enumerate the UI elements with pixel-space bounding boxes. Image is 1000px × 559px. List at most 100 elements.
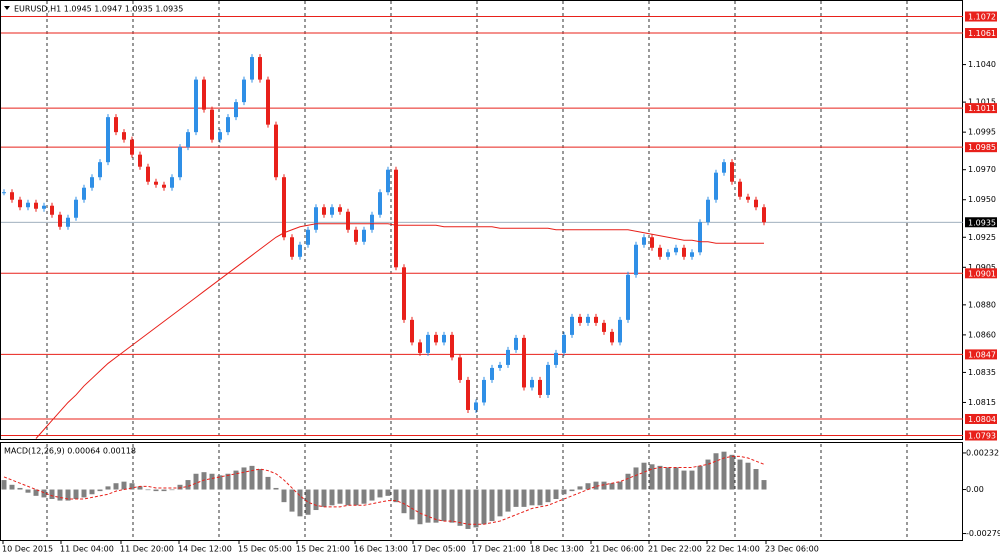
level-label: 1.0847 bbox=[968, 350, 996, 359]
candle-body bbox=[578, 316, 582, 323]
macd-bar bbox=[233, 470, 239, 490]
candle-body bbox=[674, 247, 678, 253]
macd-bar bbox=[401, 489, 407, 514]
level-label: 1.1072 bbox=[968, 13, 996, 22]
macd-bar bbox=[209, 473, 215, 490]
chart-title: EURUSD,H1 1.0945 1.0947 1.0935 1.0935 bbox=[14, 5, 183, 14]
y-tick-label: 1.0880 bbox=[968, 300, 996, 309]
vertical-grid bbox=[46, 1, 908, 540]
x-tick-label: 21 Dec 06:00 bbox=[590, 545, 644, 554]
macd-bar bbox=[313, 489, 319, 511]
macd-bar bbox=[649, 464, 655, 490]
candle-body bbox=[706, 199, 710, 223]
macd-panel-frame bbox=[0, 442, 963, 541]
level-label-box bbox=[965, 28, 997, 39]
macd-bar bbox=[185, 480, 191, 490]
macd-bar bbox=[17, 487, 23, 490]
macd-bar bbox=[1, 480, 7, 490]
candle-body bbox=[658, 247, 662, 257]
macd-bar bbox=[105, 486, 111, 490]
macd-bar bbox=[393, 489, 399, 503]
moving-average bbox=[35, 223, 764, 439]
candle-body bbox=[362, 229, 366, 242]
macd-bar bbox=[177, 484, 183, 490]
macd-bar bbox=[601, 481, 607, 490]
candle-body bbox=[442, 334, 446, 343]
candle-body bbox=[602, 322, 606, 332]
macd-bar bbox=[625, 473, 631, 490]
macd-bar bbox=[545, 489, 551, 503]
macd-bar bbox=[113, 483, 119, 490]
macd-bar bbox=[217, 475, 223, 490]
candle-body bbox=[474, 402, 478, 410]
macd-bar bbox=[409, 489, 415, 520]
candle-body bbox=[210, 109, 214, 140]
candle-body bbox=[138, 154, 142, 167]
macd-bar bbox=[337, 489, 343, 504]
macd-bar bbox=[121, 481, 127, 490]
candle-body bbox=[714, 172, 718, 200]
level-label-box bbox=[965, 11, 997, 22]
candle-body bbox=[90, 177, 94, 188]
macd-bar bbox=[457, 489, 463, 526]
candle-body bbox=[618, 319, 622, 343]
candle-body bbox=[522, 337, 526, 388]
level-label-box bbox=[965, 349, 997, 360]
candle-body bbox=[26, 202, 30, 208]
macd-bar bbox=[289, 489, 295, 512]
macd-signal-line bbox=[3, 455, 765, 525]
candle-body bbox=[370, 214, 374, 230]
macd-bar bbox=[489, 489, 495, 522]
candle-body bbox=[354, 229, 358, 242]
candle-body bbox=[346, 211, 350, 230]
macd-bar bbox=[41, 489, 47, 498]
macd-bar bbox=[737, 459, 743, 490]
x-tick-label: 15 Dec 05:00 bbox=[238, 545, 292, 554]
current-price-box bbox=[965, 217, 997, 228]
candle-body bbox=[10, 192, 14, 200]
x-tick-label: 21 Dec 22:00 bbox=[648, 545, 702, 554]
candle-body bbox=[538, 379, 542, 395]
level-label-box bbox=[965, 430, 997, 441]
macd-bar bbox=[473, 489, 479, 528]
macd-bar bbox=[97, 489, 103, 492]
candle-body bbox=[258, 57, 262, 80]
candle-body bbox=[458, 357, 462, 380]
candle-body bbox=[122, 132, 126, 140]
macd-bar bbox=[433, 489, 439, 523]
macd-bar bbox=[305, 489, 311, 515]
level-label: 1.1011 bbox=[968, 104, 996, 113]
candle-body bbox=[586, 316, 590, 323]
x-tick-label: 11 Dec 04:00 bbox=[60, 545, 114, 554]
macd-bar bbox=[273, 487, 279, 490]
y-tick-label: 1.0815 bbox=[968, 398, 996, 407]
macd-bar bbox=[553, 489, 559, 499]
macd-bar bbox=[593, 481, 599, 490]
macd-bar bbox=[345, 489, 351, 506]
macd-bar bbox=[321, 489, 327, 507]
macd-bar bbox=[81, 489, 87, 498]
macd-bar bbox=[241, 467, 247, 490]
macd-bar bbox=[537, 489, 543, 506]
candle-body bbox=[418, 342, 422, 353]
macd-bar bbox=[697, 465, 703, 490]
candle-body bbox=[378, 192, 382, 215]
candle-body bbox=[634, 244, 638, 275]
x-tick-label: 23 Dec 06:00 bbox=[765, 545, 819, 554]
candle-body bbox=[250, 57, 254, 80]
candle-body bbox=[274, 124, 278, 178]
macd-bar bbox=[89, 489, 95, 495]
candle-body bbox=[314, 207, 318, 230]
x-tick-label: 17 Dec 05:00 bbox=[412, 545, 466, 554]
candle-body bbox=[498, 364, 502, 368]
macd-bar bbox=[705, 459, 711, 490]
x-tick-label: 17 Dec 21:00 bbox=[472, 545, 526, 554]
candle-body bbox=[106, 117, 110, 163]
candle-body bbox=[762, 207, 766, 223]
y-tick-label: 1.1015 bbox=[968, 98, 996, 107]
macd-bar bbox=[25, 489, 31, 493]
macd-bar bbox=[657, 465, 663, 490]
candle-body bbox=[698, 222, 702, 253]
macd-bar bbox=[713, 453, 719, 490]
x-tick-label: 16 Dec 13:00 bbox=[354, 545, 408, 554]
